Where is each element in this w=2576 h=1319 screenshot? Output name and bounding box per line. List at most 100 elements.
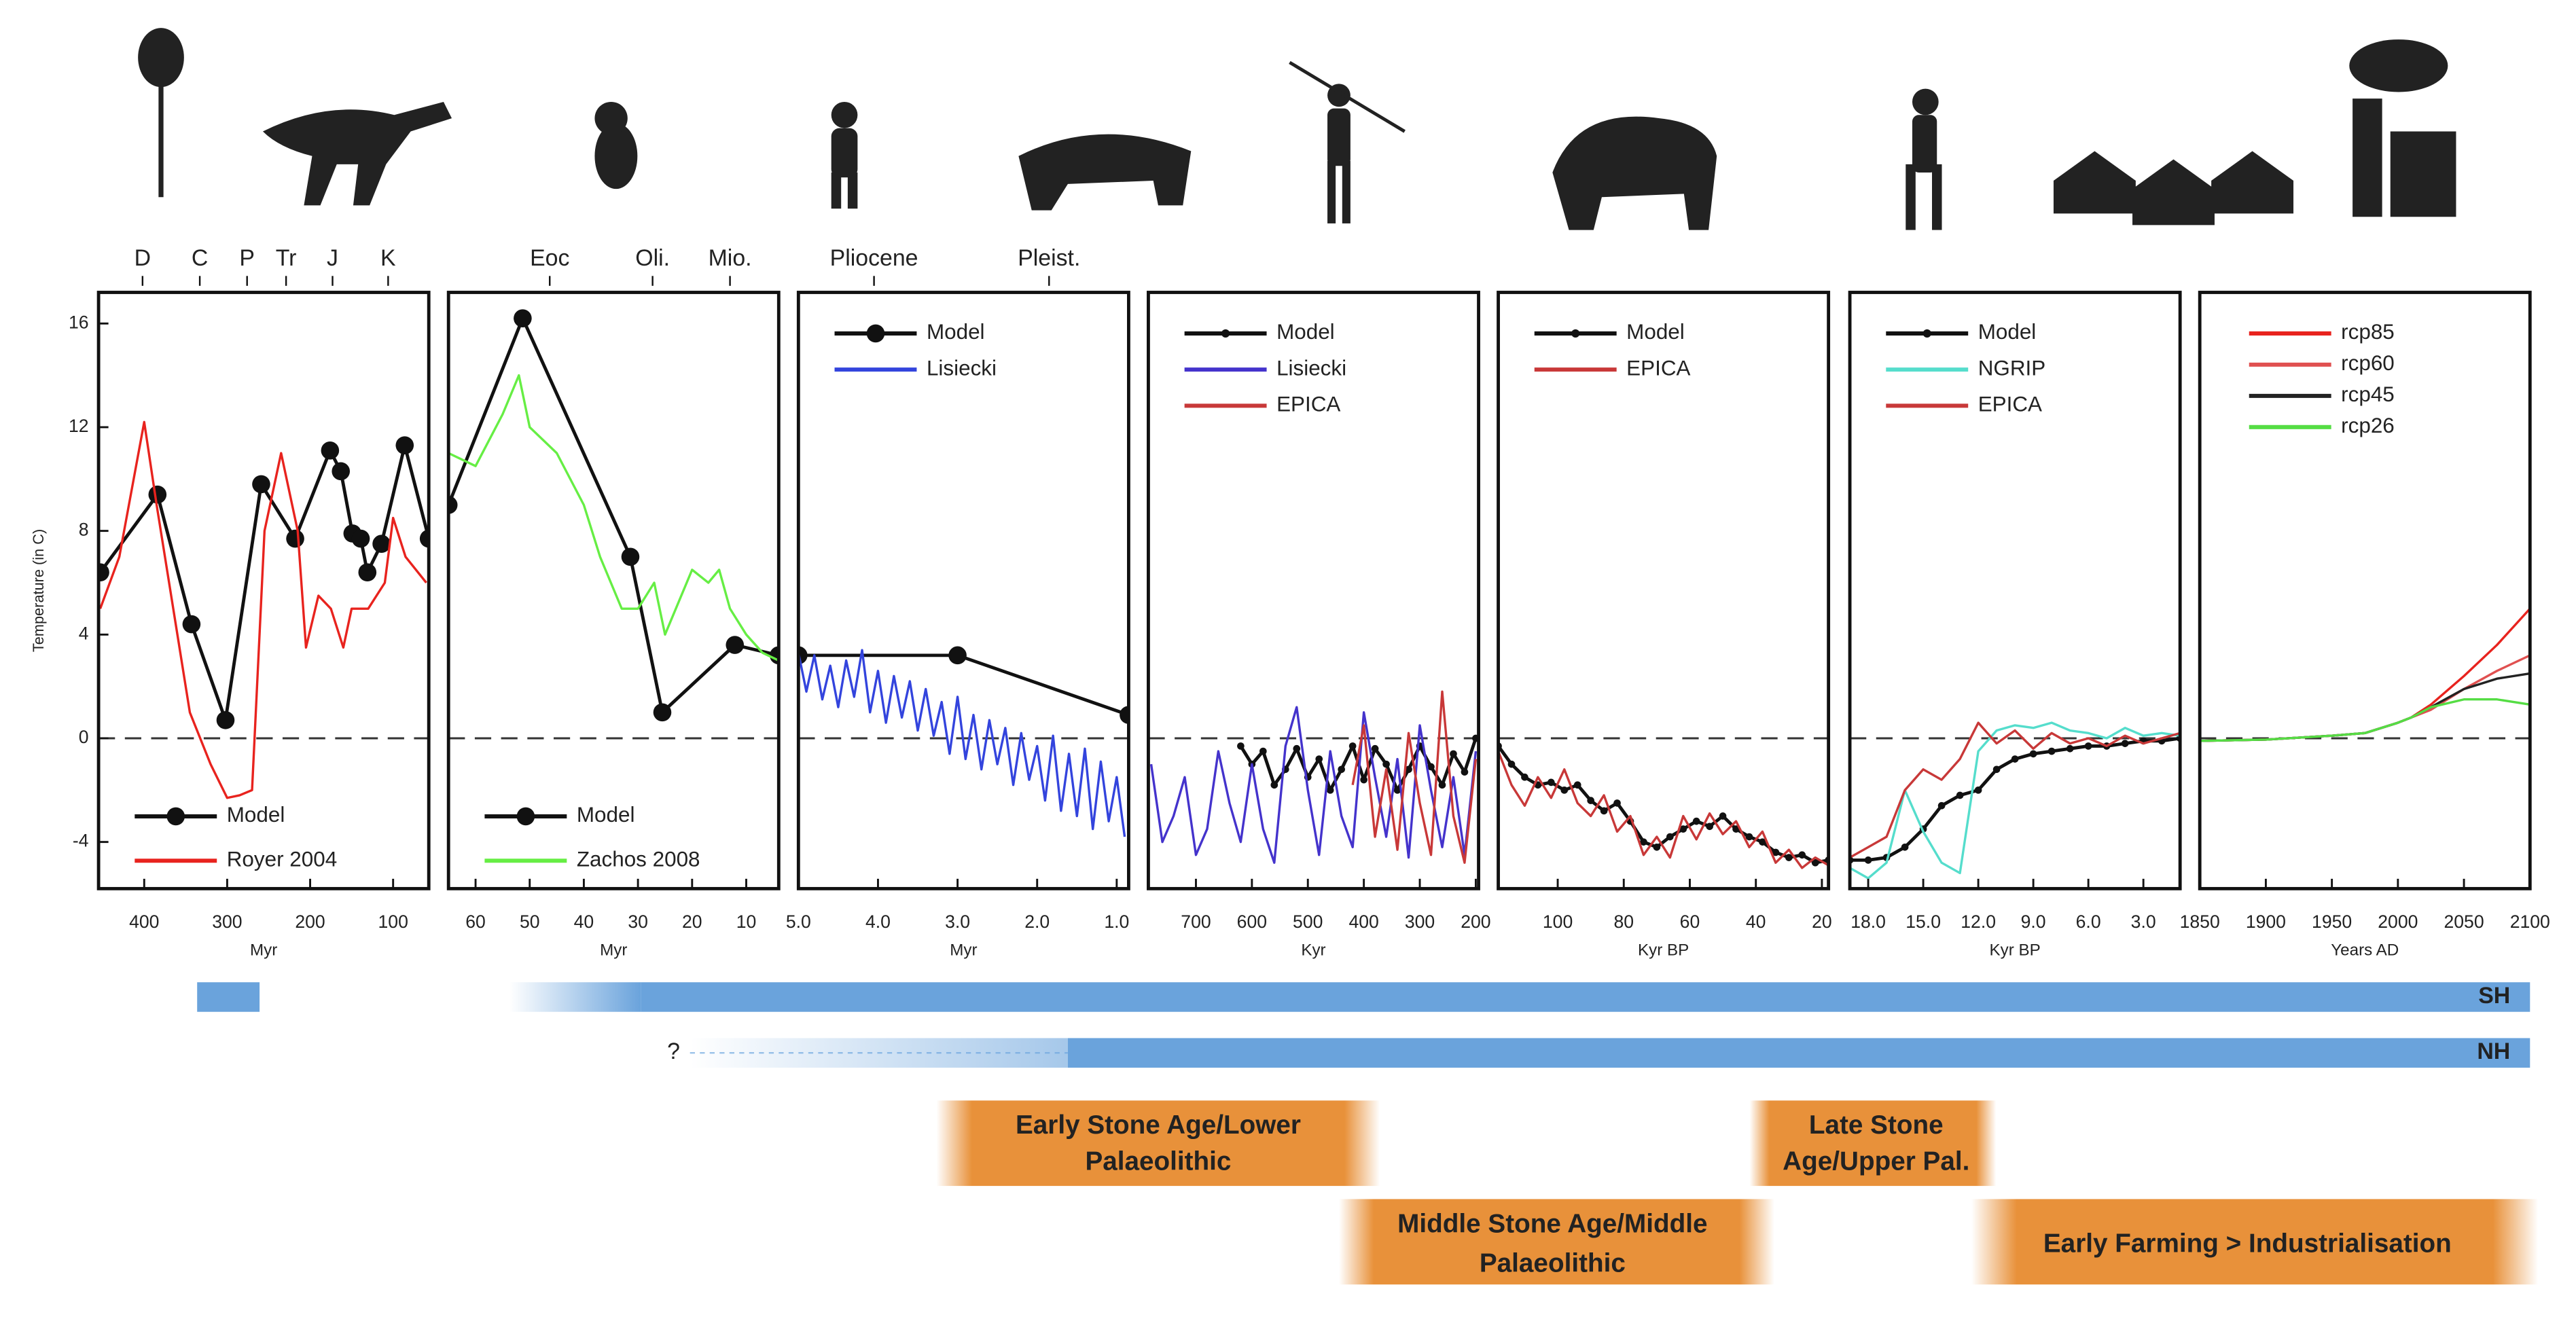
x-axis-label: Myr xyxy=(250,941,277,960)
x-tick-label: 3.0 xyxy=(2131,911,2156,932)
data-line xyxy=(2200,654,2530,742)
panel: 100 80 60 40 20 Kyr BP Model EPICA xyxy=(1497,291,1832,960)
legend-label: Lisiecki xyxy=(1276,356,1346,380)
sh-band xyxy=(509,982,641,1012)
legend-label: rcp60 xyxy=(2341,351,2395,375)
legend-label: rcp85 xyxy=(2341,320,2395,344)
period-tick-label: Eoc xyxy=(530,245,569,271)
legend-label: rcp26 xyxy=(2341,414,2395,437)
period-label: Palaeolithic xyxy=(1085,1146,1231,1176)
data-point xyxy=(1692,817,1700,825)
period-tick-label: K xyxy=(380,245,396,271)
data-point xyxy=(419,529,429,548)
plot-frame xyxy=(796,291,1130,890)
data-point xyxy=(2047,747,2056,755)
data-point xyxy=(1587,797,1594,804)
panel: 18.0 15.0 12.0 9.0 6.0 3.0 Kyr BP Model NGRIP EPI… xyxy=(1848,291,2182,960)
data-point xyxy=(2121,740,2129,747)
period-tick-label: Oli. xyxy=(635,245,670,271)
period-tick-label: Pliocene xyxy=(830,245,918,271)
nh-band xyxy=(1067,1038,2530,1068)
series-group xyxy=(1498,742,1829,869)
data-point xyxy=(1405,765,1412,774)
x-axis-label: Kyr xyxy=(1301,941,1325,960)
sh-band xyxy=(641,982,2530,1012)
data-point xyxy=(1293,744,1301,753)
data-point xyxy=(1348,742,1357,750)
data-point xyxy=(653,703,672,722)
data-point xyxy=(1120,706,1129,724)
data-point xyxy=(726,636,745,654)
data-point xyxy=(1785,854,1793,861)
data-point xyxy=(182,615,201,634)
data-point xyxy=(1719,812,1727,820)
data-point xyxy=(1937,801,1946,810)
x-tick-label: 10 xyxy=(736,911,757,932)
hemisphere-bands: SH ? NH xyxy=(197,982,2530,1068)
data-point xyxy=(1992,765,2001,774)
legend-label: Model xyxy=(1626,320,1685,344)
period-label: Early Farming > Industrialisation xyxy=(2043,1229,2452,1258)
data-line xyxy=(448,317,779,715)
x-tick-label: 100 xyxy=(1543,911,1573,932)
x-tick-label: 300 xyxy=(1405,911,1435,932)
x-tick-label: 2100 xyxy=(2510,911,2550,932)
data-point xyxy=(1653,843,1661,851)
data-point xyxy=(1706,823,1713,831)
period-label: Age/Upper Pal. xyxy=(1783,1146,1969,1176)
y-tick-label: 0 xyxy=(79,727,89,747)
period-label: Early Stone Age/Lower xyxy=(1016,1110,1301,1140)
nh-question: ? xyxy=(667,1038,680,1064)
x-axis-label: Kyr BP xyxy=(1990,941,2041,960)
legend-label: Model xyxy=(927,320,985,344)
data-point xyxy=(1679,825,1687,833)
data-point xyxy=(1759,838,1766,846)
x-tick-label: 200 xyxy=(1461,911,1490,932)
x-tick-label: 4.0 xyxy=(865,911,891,932)
data-point xyxy=(1371,744,1379,753)
legend-label: EPICA xyxy=(1626,356,1690,380)
x-tick-label: 40 xyxy=(574,911,594,932)
plot-frame xyxy=(1497,291,1831,890)
legend-marker xyxy=(166,807,185,826)
data-point xyxy=(2084,742,2092,750)
series-group xyxy=(99,420,429,799)
period-label: Middle Stone Age/Middle xyxy=(1397,1209,1707,1238)
series-group xyxy=(2200,608,2530,742)
data-point xyxy=(321,441,340,460)
period-tick-label: J xyxy=(327,245,338,271)
legend-marker xyxy=(1571,329,1580,338)
plot-frame xyxy=(1848,291,2182,890)
period-tick-label: C xyxy=(192,245,208,271)
nh-label: NH xyxy=(2477,1038,2510,1064)
legend-marker xyxy=(1922,329,1931,338)
data-line xyxy=(1850,721,2181,859)
legend-label: NGRIP xyxy=(1978,356,2046,380)
data-point xyxy=(1640,838,1647,846)
data-point xyxy=(358,563,377,582)
period-tick-label: Tr xyxy=(276,245,297,271)
data-line xyxy=(1498,751,1829,869)
x-tick-label: 20 xyxy=(682,911,702,932)
plot-frame xyxy=(96,291,431,890)
panel: 700 600 500 400 300 200 Kyr Model Lisiecki EPICA xyxy=(1147,291,1491,960)
silhouettes xyxy=(138,28,2456,230)
x-tick-label: 5.0 xyxy=(786,911,811,932)
data-point xyxy=(1461,768,1469,776)
x-axis-label: Kyr BP xyxy=(1638,941,1689,960)
x-tick-label: 2.0 xyxy=(1024,911,1050,932)
x-tick-label: 6.0 xyxy=(2076,911,2101,932)
x-tick-label: 700 xyxy=(1181,911,1211,932)
x-tick-label: 200 xyxy=(295,911,325,932)
legend-label: EPICA xyxy=(1276,393,1340,416)
data-point xyxy=(252,475,270,494)
sh-band xyxy=(197,982,260,1012)
series-group xyxy=(798,646,1129,837)
x-tick-label: 3.0 xyxy=(945,911,970,932)
panel: 60 50 40 30 20 10 Myr Eoc Oli. Mio. Model Zachos 20… xyxy=(446,245,781,960)
data-point xyxy=(2011,755,2019,763)
legend-label: Model xyxy=(1276,320,1335,344)
data-point xyxy=(948,646,967,665)
y-tick-label: 4 xyxy=(79,623,89,643)
